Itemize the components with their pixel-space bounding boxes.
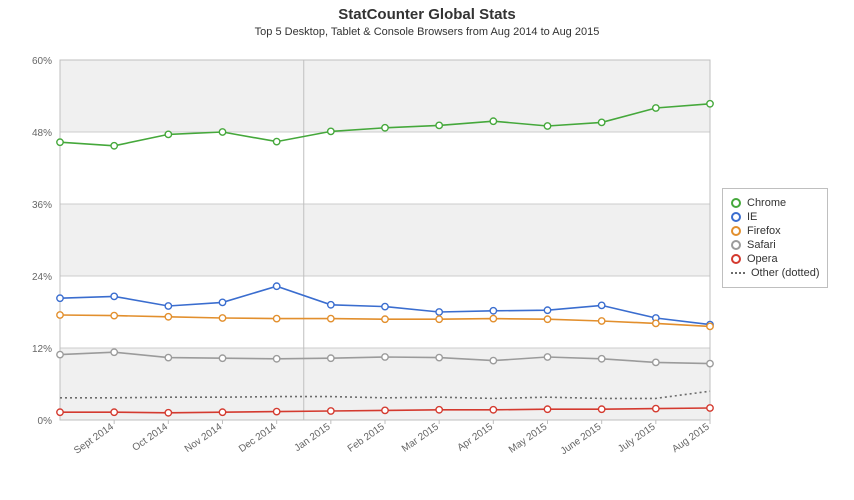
svg-text:Dec 2014: Dec 2014 bbox=[237, 421, 279, 455]
legend-marker-icon bbox=[731, 198, 741, 208]
svg-text:Apr 2015: Apr 2015 bbox=[455, 421, 495, 454]
svg-text:Sept 2014: Sept 2014 bbox=[72, 421, 116, 456]
legend-line-icon bbox=[731, 272, 745, 274]
legend-marker-icon bbox=[731, 240, 741, 250]
svg-text:60%: 60% bbox=[32, 56, 52, 67]
legend: Chrome IE Firefox Safari Opera Other (dotted) bbox=[722, 188, 828, 288]
legend-label: IE bbox=[747, 211, 757, 223]
legend-marker-icon bbox=[731, 254, 741, 264]
svg-text:48%: 48% bbox=[32, 128, 52, 139]
svg-text:0%: 0% bbox=[38, 416, 53, 427]
legend-item: Firefox bbox=[731, 225, 819, 237]
svg-text:Aug 2015: Aug 2015 bbox=[670, 421, 712, 455]
svg-text:Jan 2015: Jan 2015 bbox=[293, 421, 333, 454]
legend-marker-icon bbox=[731, 226, 741, 236]
legend-label: Opera bbox=[747, 253, 778, 265]
svg-text:12%: 12% bbox=[32, 344, 52, 355]
legend-item: IE bbox=[731, 211, 819, 223]
legend-label: Firefox bbox=[747, 225, 781, 237]
svg-text:June 2015: June 2015 bbox=[559, 421, 604, 457]
svg-text:Oct 2014: Oct 2014 bbox=[130, 421, 170, 454]
svg-text:Feb 2015: Feb 2015 bbox=[346, 421, 387, 454]
legend-marker-icon bbox=[731, 212, 741, 222]
legend-label: Other (dotted) bbox=[751, 267, 819, 279]
legend-item: Opera bbox=[731, 253, 819, 265]
svg-text:36%: 36% bbox=[32, 200, 52, 211]
legend-label: Safari bbox=[747, 239, 776, 251]
svg-text:24%: 24% bbox=[32, 272, 52, 283]
svg-text:May 2015: May 2015 bbox=[507, 421, 550, 455]
svg-text:July 2015: July 2015 bbox=[616, 421, 658, 455]
svg-text:Nov 2014: Nov 2014 bbox=[183, 421, 225, 455]
legend-item: Other (dotted) bbox=[731, 267, 819, 279]
legend-item: Chrome bbox=[731, 197, 819, 209]
legend-item: Safari bbox=[731, 239, 819, 251]
legend-label: Chrome bbox=[747, 197, 786, 209]
chart-container: StatCounter Global Stats Top 5 Desktop, … bbox=[0, 0, 854, 500]
svg-text:Mar 2015: Mar 2015 bbox=[400, 421, 441, 454]
